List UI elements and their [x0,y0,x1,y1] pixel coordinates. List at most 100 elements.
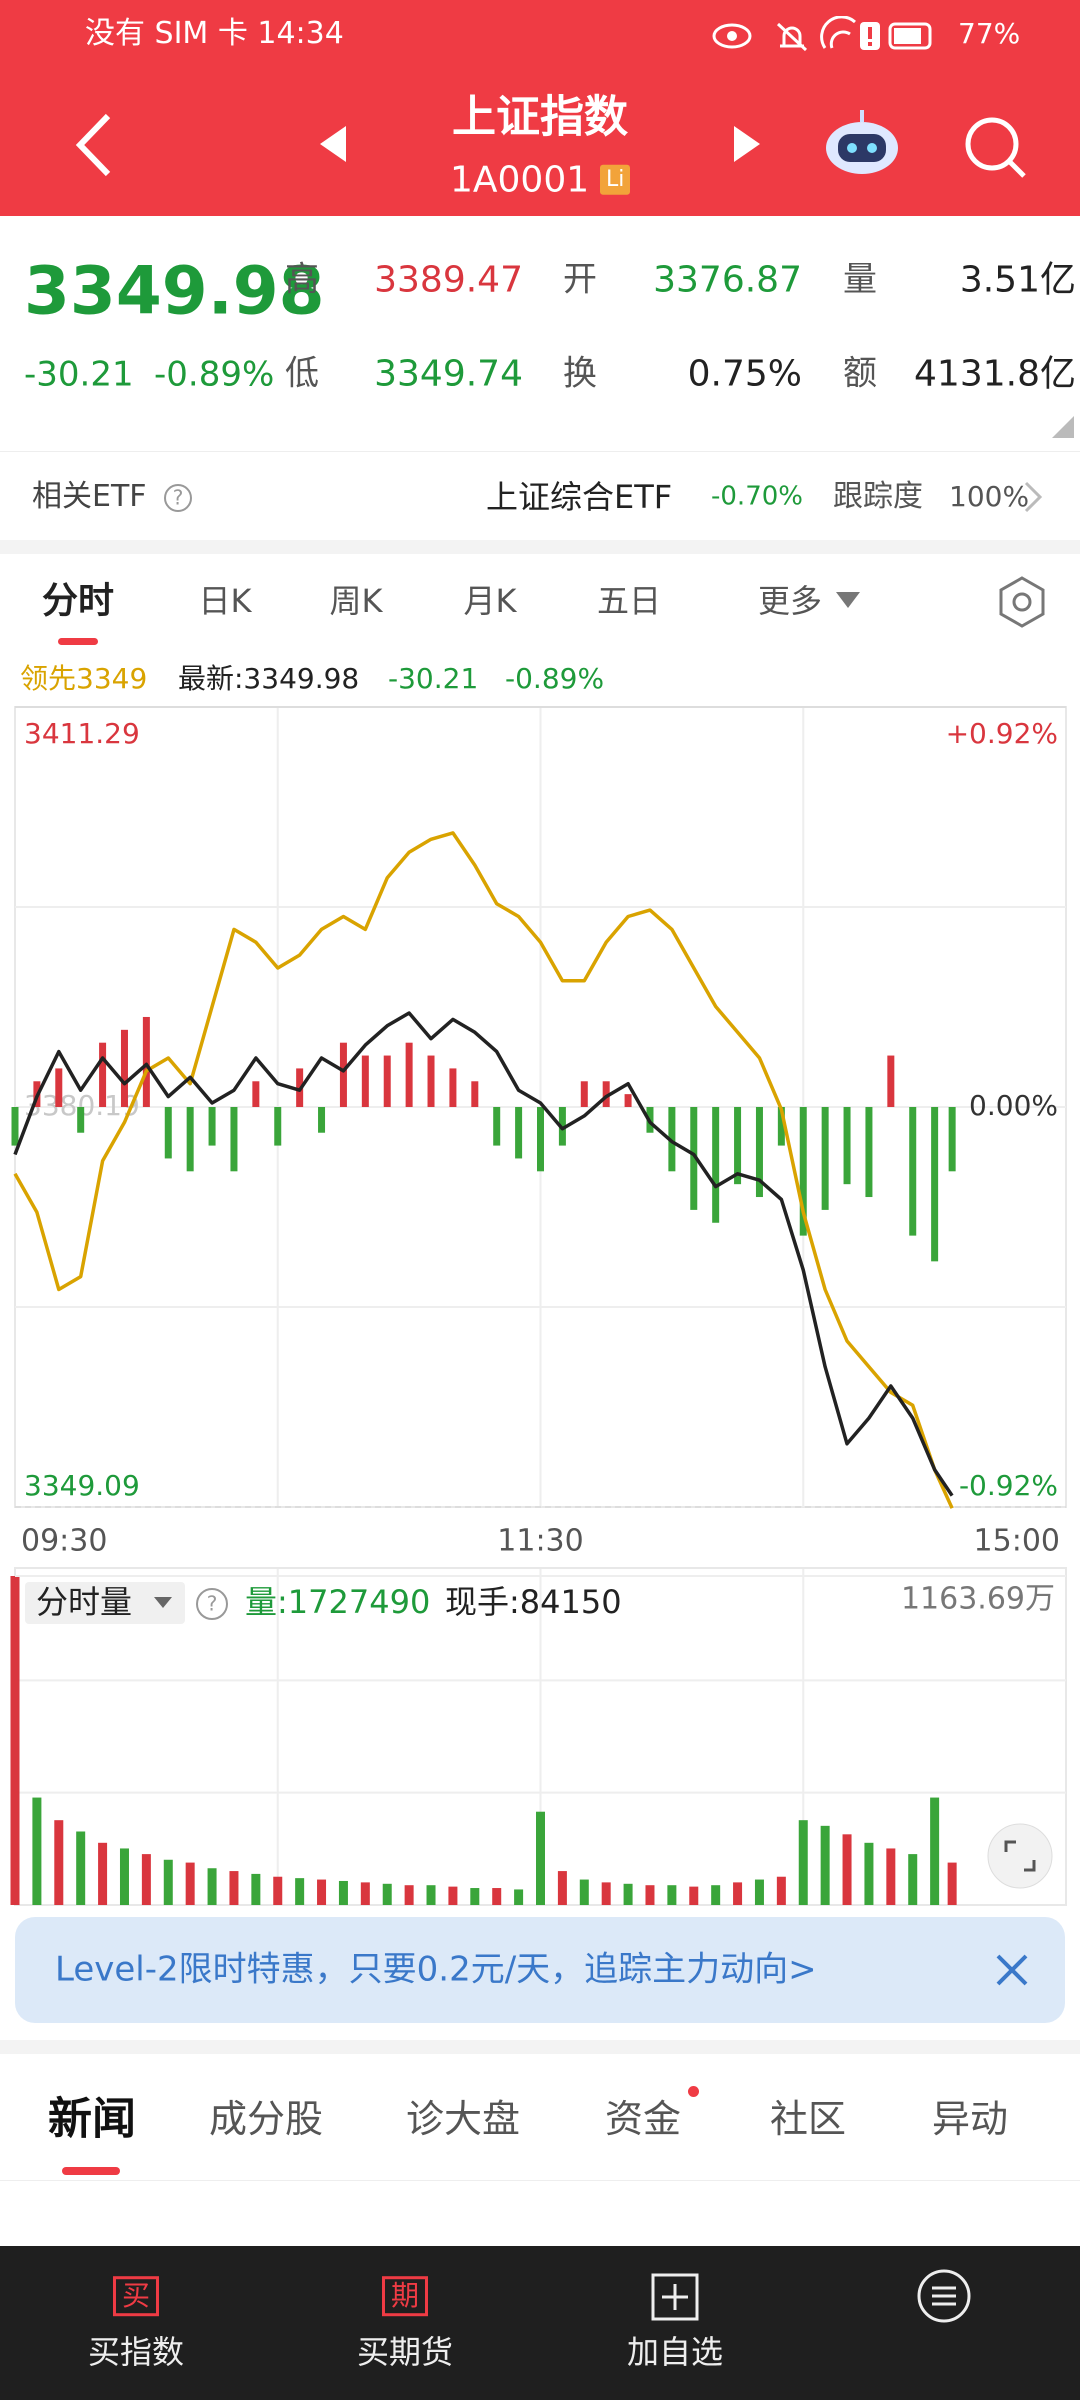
volume-bar [886,1848,896,1905]
legend-text: -0.89% [505,662,604,695]
y2-tick-label: 0.00% [969,1089,1058,1122]
nav-label: 加自选 [626,2332,724,2371]
menu-button[interactable] [916,2268,972,2324]
strength-bar [515,1107,523,1159]
notification-dot [688,2086,699,2097]
strength-bar [471,1081,479,1107]
tab[interactable]: 日K [198,581,252,620]
etf-row[interactable]: 相关ETF ? 上证综合ETF -0.70% 跟踪度 100% [0,451,1080,540]
next-button[interactable] [732,126,762,162]
news-tab[interactable]: 资金 [604,2097,682,2142]
tracking-value: 100% [949,480,1030,514]
y-tick-label: 3349.09 [24,1469,140,1502]
strength-bar [230,1107,238,1172]
volume-bar [842,1834,852,1905]
tab-indicator [62,2167,120,2175]
index-code: 1A0001 [450,159,590,201]
banner-text: Level-2限时特惠，只要0.2元/天，追踪主力动向> [55,1949,817,1990]
news-tab[interactable]: 社区 [769,2097,847,2142]
page-title: 上证指数 [452,91,628,143]
volume-selector [25,1582,185,1624]
volume-bar [207,1868,217,1905]
volume-bar [579,1879,589,1905]
volume-bar [229,1871,239,1905]
legend-text: -30.21 [388,662,478,695]
strength-bar [339,1042,347,1107]
strength-bar [668,1107,676,1172]
stat-label: 额 [843,353,877,394]
volume-last: 现手:84150 [445,1583,622,1621]
strength-bar [948,1107,956,1172]
strength-bar [777,1107,785,1146]
divider [0,2040,1080,2054]
news-tab[interactable]: 诊大盘 [405,2097,521,2142]
tab-indicator [58,638,98,645]
etf-name: 上证综合ETF [486,477,673,516]
stat-value: 4131.8亿 [914,353,1076,395]
assistant-button[interactable] [822,108,902,178]
volume-tick-label: 1163.69万 [901,1582,1055,1617]
search-button[interactable] [960,112,1030,182]
volume-bar [776,1876,786,1905]
y2-tick-label: +0.92% [946,717,1058,750]
tracking-label: 跟踪度 [833,479,923,514]
volume-bar [601,1882,611,1905]
divider [0,540,1080,554]
stat-label: 高 [285,259,319,300]
stat-value: 0.75% [687,353,802,395]
strength-bar [690,1107,698,1210]
tab[interactable]: 更多 [757,581,823,620]
volume-bar [820,1825,830,1905]
strength-bar [55,1068,63,1107]
volume-bar [864,1842,874,1905]
strength-bar [624,1094,632,1107]
help-icon [196,1588,228,1620]
volume-bar [185,1862,195,1905]
legend-text: 最新:3349.98 [178,662,359,695]
tab[interactable]: 周K [329,581,383,620]
chevron [1024,481,1043,513]
volume-bar [32,1797,42,1905]
news-tab[interactable]: 新闻 [48,2093,136,2145]
strength-bar [602,1081,610,1107]
news-tab[interactable]: 异动 [931,2097,1009,2142]
back-button[interactable] [70,110,120,180]
settings-button[interactable] [994,574,1050,630]
etf-change: -0.70% [711,481,803,512]
volume-bar [645,1885,655,1905]
strength-bar [931,1107,939,1262]
volume-bar [448,1886,458,1905]
strength-bar [799,1107,807,1236]
tab[interactable]: 五日 [596,581,662,620]
prev-button[interactable] [318,126,348,162]
svg-text:?: ? [173,486,184,510]
close-button[interactable] [995,1953,1029,1987]
strength-bar [252,1081,260,1107]
bottom-nav: 买 买指数 期 买期货 加自选 [0,2246,1080,2400]
news-tab[interactable]: 成分股 [208,2097,324,2142]
strength-bar [318,1107,326,1133]
last-price: 3349.98 [24,252,325,330]
x-tick-label: 11:30 [497,1524,583,1559]
help-icon[interactable]: ? [163,483,193,513]
tab[interactable]: 月K [463,581,517,620]
expand-button[interactable] [987,1823,1053,1889]
strength-bar [77,1107,85,1133]
stat-value: 3.51亿 [959,259,1076,301]
tab[interactable]: 分时 [41,580,115,622]
strength-bar [427,1055,435,1107]
legend-text: 领先3349 [20,662,147,695]
volume-bar [798,1820,808,1905]
volume-bar [492,1888,502,1905]
price-change: -30.21 [24,354,134,395]
badge: Li [600,164,631,196]
stat-value: 3349.74 [374,353,523,395]
stat-label: 量 [843,259,877,300]
strength-bar [274,1107,282,1146]
strength-bar [821,1107,829,1210]
promo-banner[interactable]: Level-2限时特惠，只要0.2元/天，追踪主力动向> [15,1917,1065,2023]
corner-mark [1052,416,1074,438]
volume-bar [667,1885,677,1905]
volume-bar [514,1889,524,1905]
strength-bar [186,1107,194,1172]
